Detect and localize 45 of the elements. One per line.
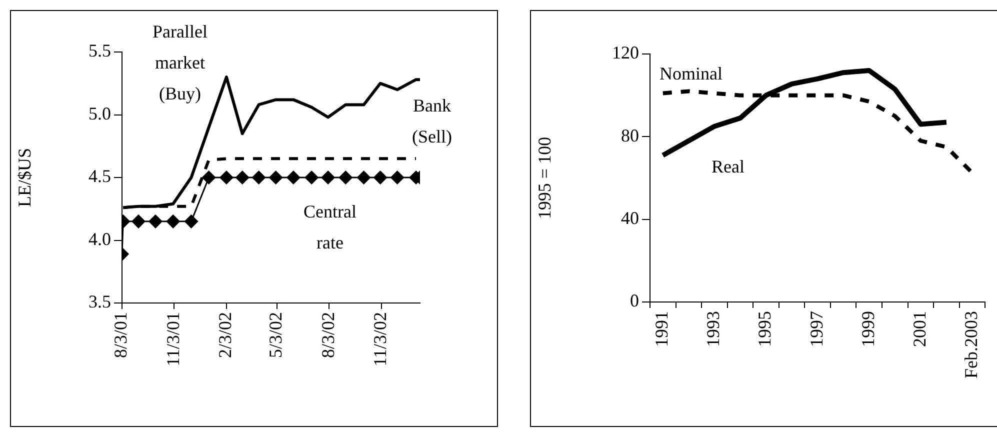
x-tick-label: Feb.2003 [960,311,981,378]
point [184,214,198,228]
x-tick-label: 2/3/02 [215,312,236,358]
y-tick-label: 5.0 [88,103,111,124]
y-tick-label: 5.5 [88,40,111,61]
y-tick-label: 120 [612,42,639,63]
x-tick-label: 2001 [909,311,930,347]
series-label: Bank (Sell) [412,96,452,147]
series-label: Parallel market (Buy) [152,22,208,104]
point [148,214,162,228]
y-tick-label: 0 [630,290,639,311]
x-tick-label: 1995 [754,311,775,347]
point [321,170,335,184]
y-axis-title: LE/$US [14,148,35,208]
point [269,170,283,184]
point [252,170,266,184]
point [357,170,371,184]
point [390,170,404,184]
series-label: Central rate [304,202,356,253]
y-tick-label: 4.0 [88,228,111,249]
x-tick-label: 11/3/01 [162,312,183,366]
point [304,170,318,184]
y-tick-label: 4.5 [88,166,111,186]
point [220,170,234,184]
x-tick-label: 5/3/02 [266,312,286,358]
point [338,170,352,184]
x-tick-label: 11/3/02 [370,312,390,366]
x-tick-label: 8/3/02 [318,312,338,358]
series-label: Nominal [660,64,722,84]
point [286,170,300,184]
x-tick-label: 1997 [806,311,826,347]
point [202,170,216,184]
point [166,214,180,228]
point [374,170,388,184]
point [132,214,146,228]
x-tick-label: 8/3/01 [110,312,131,358]
y-tick-label: 40 [621,208,639,228]
y-axis-title: 1995 = 100 [534,136,555,220]
x-tick-label: 1991 [652,311,672,347]
x-tick-label: 1993 [703,311,724,347]
x-tick-label: 1999 [858,311,878,347]
y-tick-label: 3.5 [88,292,111,312]
series-label: Real [712,156,744,177]
point [236,170,250,184]
y-tick-label: 80 [621,125,639,146]
